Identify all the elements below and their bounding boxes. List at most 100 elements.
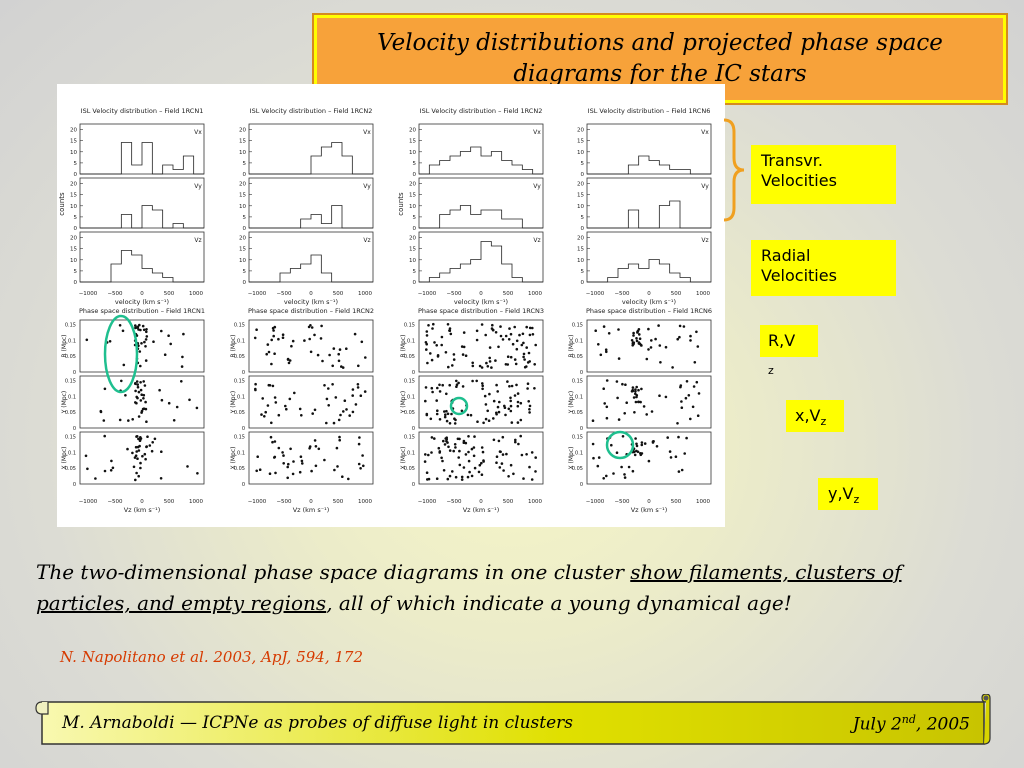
phase-point <box>269 435 273 439</box>
phase-point <box>470 474 474 478</box>
phase-point <box>505 452 508 456</box>
phase-point <box>484 417 488 421</box>
hist-ytick-label: 5 <box>74 161 78 167</box>
phase-ylabel: X (Mpc) <box>568 447 575 470</box>
phase-point <box>617 328 620 331</box>
phase-ytick-label: 0.05 <box>234 466 245 472</box>
phase-point <box>136 383 139 386</box>
phase-point <box>455 379 458 383</box>
phase-point <box>631 386 635 389</box>
hist-xtick-label: 500 <box>671 291 682 297</box>
hist-ytick-label: 0 <box>413 172 417 178</box>
phase-point <box>517 442 520 446</box>
phase-ytick-label: 0.1 <box>237 394 245 400</box>
phase-xtick-label: 0 <box>647 499 651 505</box>
phase-point <box>273 440 277 443</box>
phase-point <box>337 359 341 363</box>
phase-ytick-label: 0.1 <box>575 394 583 400</box>
phase-point <box>508 385 511 388</box>
phase-point <box>490 366 493 369</box>
hist-ytick-label: 20 <box>239 128 246 134</box>
phase-point <box>615 451 619 455</box>
phase-point <box>448 422 452 425</box>
phase-point <box>487 419 491 423</box>
phase-point <box>342 410 345 413</box>
phase-point <box>528 408 531 411</box>
phase-point <box>696 345 700 348</box>
hist-ytick-label: 15 <box>577 247 584 253</box>
phase-point <box>634 388 637 391</box>
phase-ylabel: Y (Mpc) <box>400 391 407 415</box>
phase-point <box>632 396 636 399</box>
phase-ylabel: R (Mpc) <box>400 334 407 357</box>
phase-point <box>122 363 126 367</box>
phase-point <box>274 471 277 475</box>
phase-point <box>486 409 490 413</box>
phase-point <box>141 324 145 328</box>
phase-ytick-label: 0.05 <box>572 354 583 360</box>
phase-point <box>195 406 199 410</box>
phase-point <box>442 469 446 472</box>
phase-point <box>143 340 146 344</box>
hist-ylabel: counts <box>58 192 66 216</box>
phase-point <box>449 332 453 336</box>
hist-ytick-label: 0 <box>581 226 585 232</box>
phase-ytick-label: 0.15 <box>572 435 583 441</box>
phase-point <box>458 449 461 453</box>
phase-point <box>528 411 531 414</box>
phase-point <box>471 361 475 365</box>
phase-point <box>430 436 434 439</box>
phase-point <box>430 358 434 362</box>
y-vz-label: y,Vz <box>818 478 878 510</box>
phase-ytick-label: 0.15 <box>404 435 415 441</box>
phase-point <box>605 416 609 420</box>
phase-point <box>495 455 499 459</box>
phase-point <box>685 380 689 383</box>
hist-panel <box>418 177 544 229</box>
hist-ytick-label: 5 <box>413 161 417 167</box>
phase-point <box>337 418 341 422</box>
phase-point <box>263 415 266 418</box>
hist-ytick-label: 20 <box>577 236 584 242</box>
phase-point <box>488 346 492 349</box>
phase-point <box>448 449 452 452</box>
hist-xtick-label: 1000 <box>696 291 710 297</box>
hist-xtick-label: −500 <box>614 291 630 297</box>
phase-point <box>145 335 149 338</box>
phase-point <box>483 394 487 398</box>
phase-point <box>528 333 532 337</box>
phase-point <box>293 391 296 395</box>
phase-point <box>658 394 661 398</box>
phase-point <box>480 323 484 326</box>
phase-point <box>457 456 461 459</box>
phase-point <box>462 466 466 469</box>
phase-panel <box>248 319 374 373</box>
phase-point <box>468 470 471 474</box>
phase-point <box>111 466 115 470</box>
phase-point <box>640 443 644 447</box>
phase-point <box>445 419 449 423</box>
phase-point <box>674 455 678 459</box>
hist-ytick-label: 0 <box>581 280 585 286</box>
hist-xtick-label: 1000 <box>189 291 203 297</box>
phase-point <box>441 383 445 387</box>
phase-point <box>425 342 429 346</box>
phase-point <box>516 404 520 408</box>
phase-point <box>447 445 450 449</box>
phase-point <box>664 395 668 399</box>
hist-step <box>80 205 204 229</box>
phase-point <box>531 326 534 330</box>
phase-point <box>602 477 605 480</box>
phase-xtick-label: 500 <box>671 499 682 505</box>
phase-point <box>444 413 447 417</box>
phase-xtick-label: −500 <box>446 499 462 505</box>
phase-point <box>498 450 502 453</box>
phase-point <box>288 397 292 401</box>
phase-point <box>525 325 528 329</box>
hist-row-tag: Vx <box>701 129 709 136</box>
phase-point <box>134 401 137 404</box>
phase-point <box>310 469 313 473</box>
phase-point <box>99 409 103 413</box>
phase-point <box>534 456 537 459</box>
hist-title: ISL Velocity distribution – Field 1RCN1 <box>81 107 204 115</box>
